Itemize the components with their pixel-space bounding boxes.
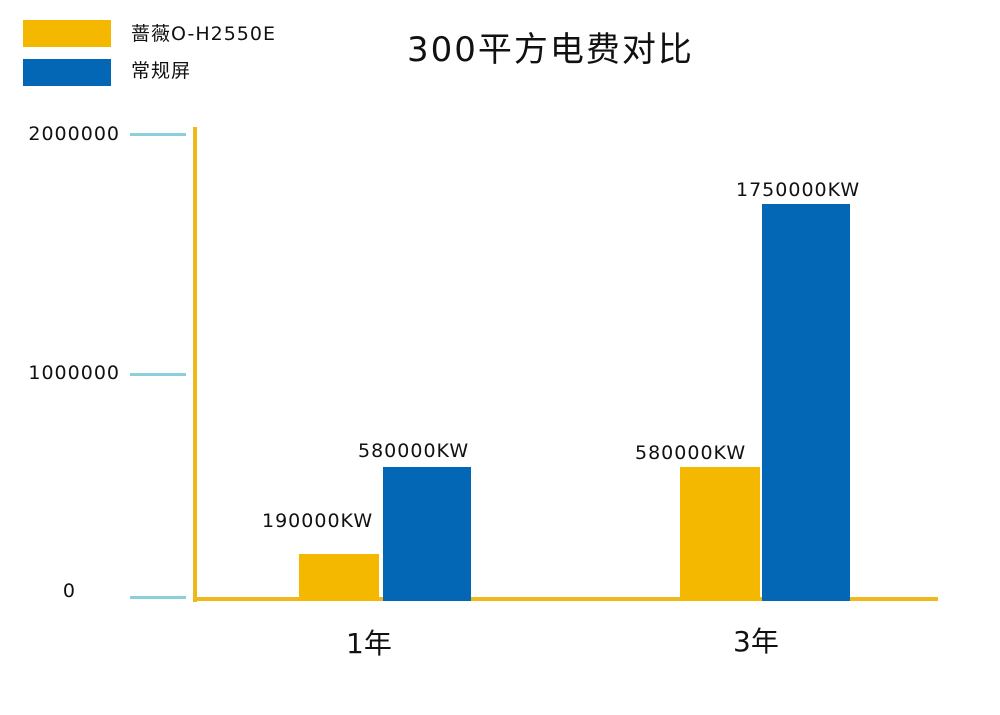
bar-label-1yr-rose: 190000KW: [262, 510, 374, 532]
y-axis: [193, 127, 197, 602]
y-tick-label-0: 0: [62, 580, 76, 602]
bar-label-3yr-regular: 1750000KW: [736, 179, 861, 201]
y-tick-label-1000000: 1000000: [28, 362, 120, 384]
y-tick-1000000: [130, 373, 186, 376]
y-tick-0: [130, 596, 186, 599]
bar-3yr-regular: [762, 204, 850, 601]
legend-label-regular: 常规屏: [131, 60, 192, 82]
y-tick-label-2000000: 2000000: [28, 123, 120, 145]
bar-1yr-regular: [383, 467, 471, 601]
legend-swatch-rose: [23, 20, 111, 47]
x-label-3yr: 3年: [733, 625, 779, 658]
bar-1yr-rose: [299, 554, 379, 601]
bar-label-3yr-rose: 580000KW: [635, 442, 747, 464]
x-label-1yr: 1年: [346, 627, 392, 660]
legend-swatch-regular: [23, 59, 111, 86]
bar-label-1yr-regular: 580000KW: [358, 440, 470, 462]
legend-label-rose: 蔷薇O-H2550E: [131, 23, 276, 45]
bar-3yr-rose: [680, 467, 760, 601]
chart-title: 300平方电费对比: [407, 30, 694, 70]
x-axis: [193, 597, 938, 601]
y-tick-2000000: [130, 133, 186, 136]
